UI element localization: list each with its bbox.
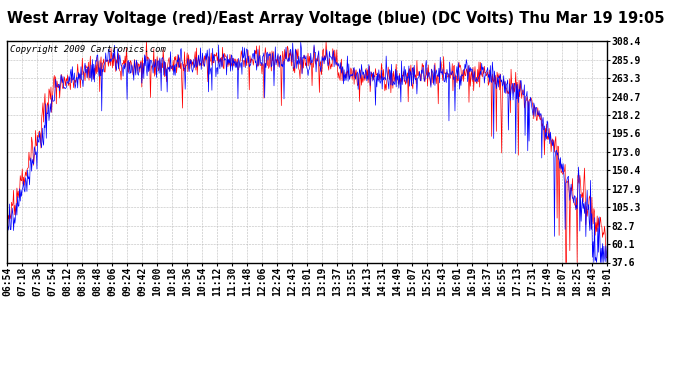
- Text: Copyright 2009 Cartronics.com: Copyright 2009 Cartronics.com: [10, 45, 166, 54]
- Text: West Array Voltage (red)/East Array Voltage (blue) (DC Volts) Thu Mar 19 19:05: West Array Voltage (red)/East Array Volt…: [7, 11, 664, 26]
